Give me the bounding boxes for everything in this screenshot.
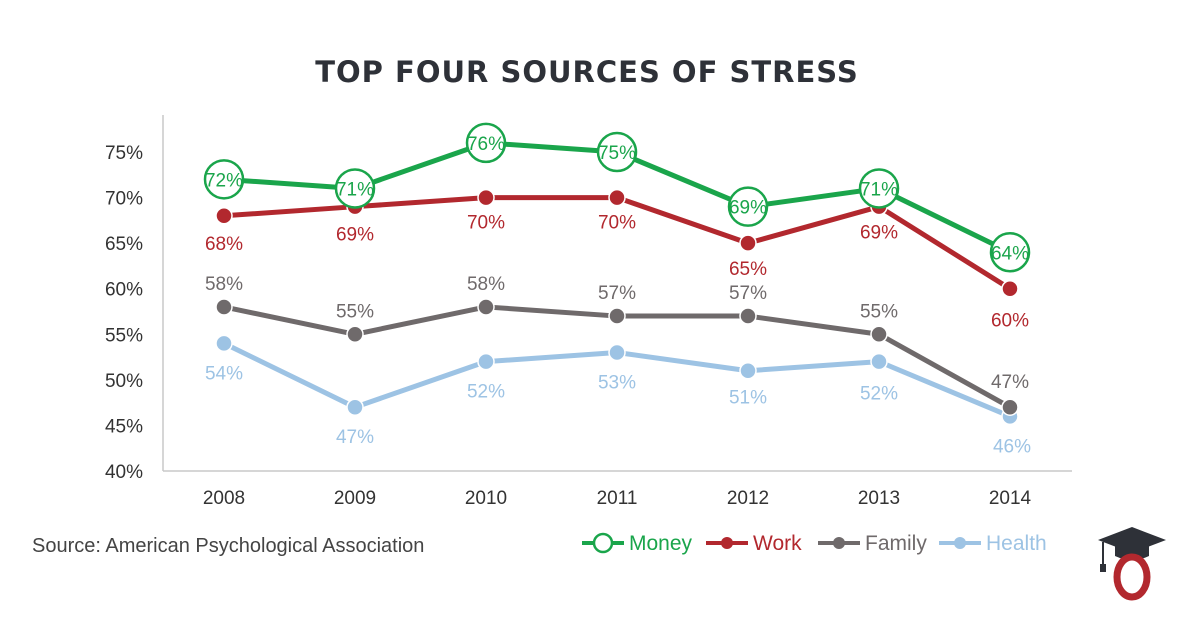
series-lines: [203, 122, 1031, 426]
money-point: [465, 122, 507, 164]
health-point: [608, 343, 626, 362]
x-tick-label: 2009: [334, 488, 376, 509]
money-data-label: 69%: [729, 198, 767, 219]
work-data-label: 70%: [598, 213, 636, 234]
tassel-icon: [1100, 564, 1106, 572]
health-point: [215, 334, 233, 353]
family-data-label: 47%: [991, 372, 1029, 393]
work-point: [1001, 279, 1019, 298]
x-tick-label: 2014: [989, 488, 1032, 509]
y-tick-label: 75%: [105, 143, 143, 164]
legend: Money Work Family Health: [582, 532, 1047, 555]
legend-work-label: Work: [753, 532, 802, 555]
health-point: [870, 352, 888, 371]
source-note: Source: American Psychological Associati…: [32, 535, 424, 557]
money-point: [203, 159, 245, 200]
family-data-label: 58%: [467, 274, 505, 295]
work-point: [215, 207, 233, 225]
work-point: [608, 188, 626, 207]
family-point: [1001, 398, 1019, 416]
legend-health-label: Health: [986, 532, 1047, 555]
y-tick-label: 55%: [105, 325, 143, 346]
work-point: [739, 234, 757, 252]
family-point: [870, 325, 888, 344]
work-data-label: 69%: [336, 225, 374, 246]
y-tick-label: 45%: [105, 416, 143, 437]
x-tick-label: 2008: [203, 488, 245, 509]
x-tick-label: 2012: [727, 488, 769, 509]
x-tick-label: 2011: [597, 488, 638, 509]
y-tick-label: 70%: [105, 189, 143, 210]
money-point: [727, 186, 769, 227]
legend-money-marker: [592, 532, 614, 554]
health-data-label: 52%: [467, 382, 505, 403]
family-data-label: 58%: [205, 274, 243, 295]
money-point: [989, 232, 1031, 273]
work-data-label: 70%: [467, 213, 505, 234]
axes: 40% 45% 50% 55% 60% 65% 70% 75% 2008 2009 2010 2011…: [105, 115, 1072, 509]
chart-title: TOP FOUR SOURCES OF STRESS: [315, 55, 859, 89]
family-point: [739, 307, 757, 325]
family-data-label: 57%: [729, 283, 767, 304]
work-point: [477, 188, 495, 207]
health-data-label: 46%: [993, 436, 1031, 457]
family-data-label: 55%: [336, 301, 374, 322]
y-tick-label: 40%: [105, 462, 143, 483]
family-point: [608, 307, 626, 325]
work-data-label: 60%: [991, 311, 1029, 332]
y-tick-label: 65%: [105, 234, 143, 255]
money-data-label: 71%: [860, 179, 898, 200]
legend-health-marker: [954, 537, 966, 549]
health-data-label: 51%: [729, 388, 767, 409]
legend-family-marker: [833, 537, 845, 549]
y-tick-label: 50%: [105, 371, 143, 392]
legend-money-label: Money: [629, 532, 693, 555]
health-point: [346, 398, 364, 416]
money-data-label: 64%: [991, 243, 1029, 264]
graduation-cap-o-logo: [1098, 527, 1166, 601]
o-ring-icon: [1113, 553, 1151, 601]
money-point: [858, 168, 900, 209]
health-data-label: 53%: [598, 373, 636, 394]
family-point: [215, 298, 233, 316]
money-point: [596, 131, 638, 173]
work-data-label: 68%: [205, 234, 243, 255]
family-point: [346, 325, 364, 344]
money-data-label: 72%: [205, 170, 243, 191]
money-data-label: 76%: [467, 134, 505, 155]
money-data-label: 71%: [336, 179, 374, 200]
family-data-label: 57%: [598, 283, 636, 304]
health-data-label: 54%: [205, 363, 243, 384]
work-data-label: 65%: [729, 259, 767, 280]
legend-family-label: Family: [865, 532, 927, 555]
x-tick-label: 2013: [858, 488, 900, 509]
x-tick-label: 2010: [465, 488, 507, 509]
work-data-label: 69%: [860, 223, 898, 244]
legend-work-marker: [721, 537, 733, 549]
money-data-label: 75%: [598, 143, 636, 164]
health-data-label: 52%: [860, 384, 898, 405]
family-point: [477, 298, 495, 316]
data-labels: 54% 47% 52% 53% 51% 52% 46% 58% 55% 58% 57% 57% 55% 4…: [205, 134, 1031, 457]
health-point: [739, 361, 757, 380]
health-point: [477, 352, 495, 371]
money-point: [334, 168, 376, 209]
health-data-label: 47%: [336, 427, 374, 448]
family-data-label: 55%: [860, 301, 898, 322]
y-tick-label: 60%: [105, 280, 143, 301]
